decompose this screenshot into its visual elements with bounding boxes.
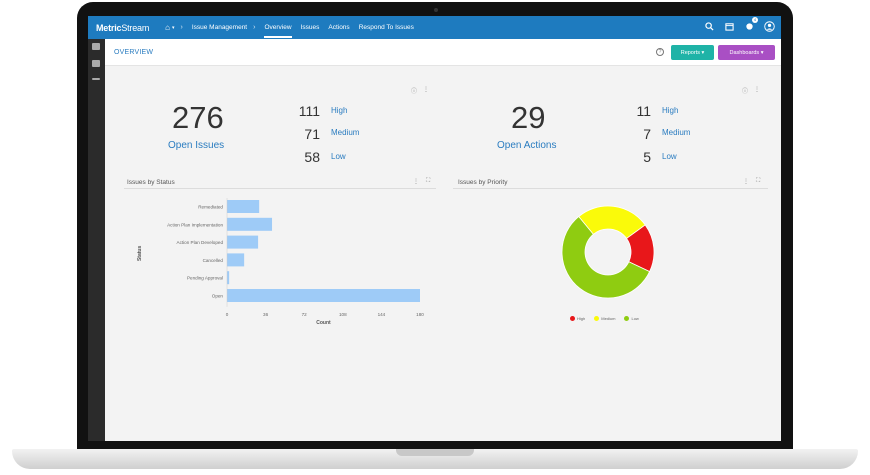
x-tick-label: 36 — [263, 312, 269, 317]
expand-icon[interactable]: ⛶ — [756, 178, 761, 184]
issues-low-label[interactable]: Low — [331, 152, 346, 161]
issues-by-status-title: Issues by Status — [127, 179, 175, 186]
bar-label: Remediated — [198, 205, 223, 210]
left-sidebar-rail — [88, 39, 105, 441]
chevron-down-icon[interactable]: ▾ — [171, 24, 175, 31]
priority-chart-tools: ⋮ ⛶ — [743, 178, 760, 185]
info-icon[interactable]: ⓘ — [411, 89, 418, 95]
expand-icon[interactable]: ⛶ — [426, 178, 431, 184]
more-options-icon[interactable]: ⋮ — [413, 179, 419, 185]
actions-high-label[interactable]: High — [662, 106, 679, 115]
laptop-base — [12, 449, 858, 469]
legend-label: Medium — [601, 316, 616, 321]
bar-label: Open — [212, 294, 224, 299]
legend-swatch — [570, 316, 575, 322]
notification-count-badge: 4 — [752, 17, 758, 23]
status-chart-tools: ⋮ ⛶ — [413, 178, 430, 185]
tab-issues[interactable]: Issues — [300, 24, 320, 31]
top-navigation: MetricStream ⌂ ▾ › Issue Management › Ov… — [88, 16, 781, 39]
tab-respond-to-issues[interactable]: Respond To Issues — [358, 24, 414, 31]
calendar-icon[interactable] — [723, 20, 735, 32]
issues-high-label[interactable]: High — [331, 106, 348, 115]
issues-panel-tools: ⓘ ⋮ — [411, 86, 429, 95]
legend-label: Low — [631, 316, 639, 321]
actions-low-label[interactable]: Low — [662, 152, 677, 161]
y-axis-title: Status — [137, 246, 143, 262]
x-tick-label: 72 — [302, 312, 308, 317]
priority-legend: High Medium Low — [570, 316, 639, 322]
x-axis-title: Count — [316, 320, 331, 326]
legend-swatch — [624, 316, 630, 322]
more-options-icon[interactable]: ⋮ — [423, 87, 430, 93]
search-icon[interactable] — [703, 20, 715, 32]
logo[interactable]: MetricStream — [96, 22, 150, 33]
priority-chart-rule — [453, 188, 768, 189]
more-options-icon[interactable]: ⋮ — [743, 179, 749, 185]
help-icon[interactable]: ? — [656, 48, 664, 56]
open-actions-label[interactable]: Open Actions — [497, 140, 557, 151]
chat-icon[interactable] — [92, 43, 100, 50]
bar-pending-approval — [227, 271, 230, 285]
actions-medium-label[interactable]: Medium — [662, 128, 691, 137]
bar-open — [227, 289, 420, 302]
issues-by-status-chart: Remediated Action Plan Implementation Acti… — [137, 198, 424, 326]
actions-panel-tools: ⓘ ⋮ — [742, 86, 760, 95]
app-screen: MetricStream ⌂ ▾ › Issue Management › Ov… — [88, 16, 781, 441]
tab-overview[interactable]: Overview — [264, 17, 292, 38]
page-title: OVERVIEW — [114, 49, 154, 56]
breadcrumb-issue-management[interactable]: Issue Management — [191, 24, 248, 31]
bar-label: Cancelled — [203, 258, 224, 263]
document-icon[interactable] — [92, 60, 100, 67]
legend-label: High — [577, 316, 586, 321]
minimize-icon[interactable] — [92, 78, 100, 80]
webcam — [434, 8, 438, 12]
issues-by-priority-title: Issues by Priority — [458, 179, 508, 186]
bar-action-plan-developed — [227, 235, 259, 249]
x-tick-label: 144 — [378, 312, 386, 317]
bar-label: Action Plan Developed — [177, 240, 224, 245]
issues-low-count: 58 — [304, 149, 320, 165]
user-avatar-icon[interactable] — [763, 20, 775, 32]
legend-item-low[interactable]: Low — [624, 316, 639, 322]
issues-medium-label[interactable]: Medium — [331, 128, 360, 137]
slice-low — [561, 215, 651, 299]
dashboards-button[interactable]: Dashboards ▾ — [718, 45, 775, 60]
bar-remediated — [227, 200, 260, 213]
bar-label: Pending Approval — [187, 276, 223, 281]
legend-item-high[interactable]: High — [570, 316, 586, 322]
x-tick-label: 0 — [226, 312, 229, 317]
bar-action-plan-implementation — [227, 217, 273, 231]
issues-high-count: 111 — [298, 103, 320, 119]
breadcrumb-separator: › — [180, 24, 183, 31]
legend-item-medium[interactable]: Medium — [594, 316, 616, 322]
actions-high-count: 11 — [636, 103, 651, 119]
more-options-icon[interactable]: ⋮ — [754, 87, 761, 93]
breadcrumb-separator: › — [253, 24, 256, 31]
issues-medium-count: 71 — [304, 126, 320, 142]
open-issues-count: 276 — [172, 100, 224, 135]
tab-actions[interactable]: Actions — [328, 24, 350, 31]
x-tick-label: 180 — [416, 312, 424, 317]
x-tick-label: 108 — [339, 312, 347, 317]
legend-swatch — [594, 316, 600, 322]
laptop-base-notch — [396, 449, 474, 456]
reports-button[interactable]: Reports ▾ — [671, 45, 714, 60]
actions-low-count: 5 — [643, 149, 651, 165]
actions-medium-count: 7 — [643, 126, 651, 142]
bar-cancelled — [227, 253, 245, 267]
open-issues-label[interactable]: Open Issues — [168, 140, 225, 151]
notifications-icon[interactable]: 4 — [743, 17, 758, 32]
home-icon[interactable]: ⌂ — [165, 23, 170, 32]
info-icon[interactable]: ⓘ — [742, 89, 749, 95]
page-header: OVERVIEW ? Reports ▾ Dashboards ▾ — [105, 39, 781, 66]
open-actions-count: 29 — [511, 100, 546, 135]
bar-label: Action Plan Implementation — [167, 222, 223, 227]
status-chart-rule — [124, 188, 436, 189]
issues-by-priority-chart — [561, 205, 655, 299]
